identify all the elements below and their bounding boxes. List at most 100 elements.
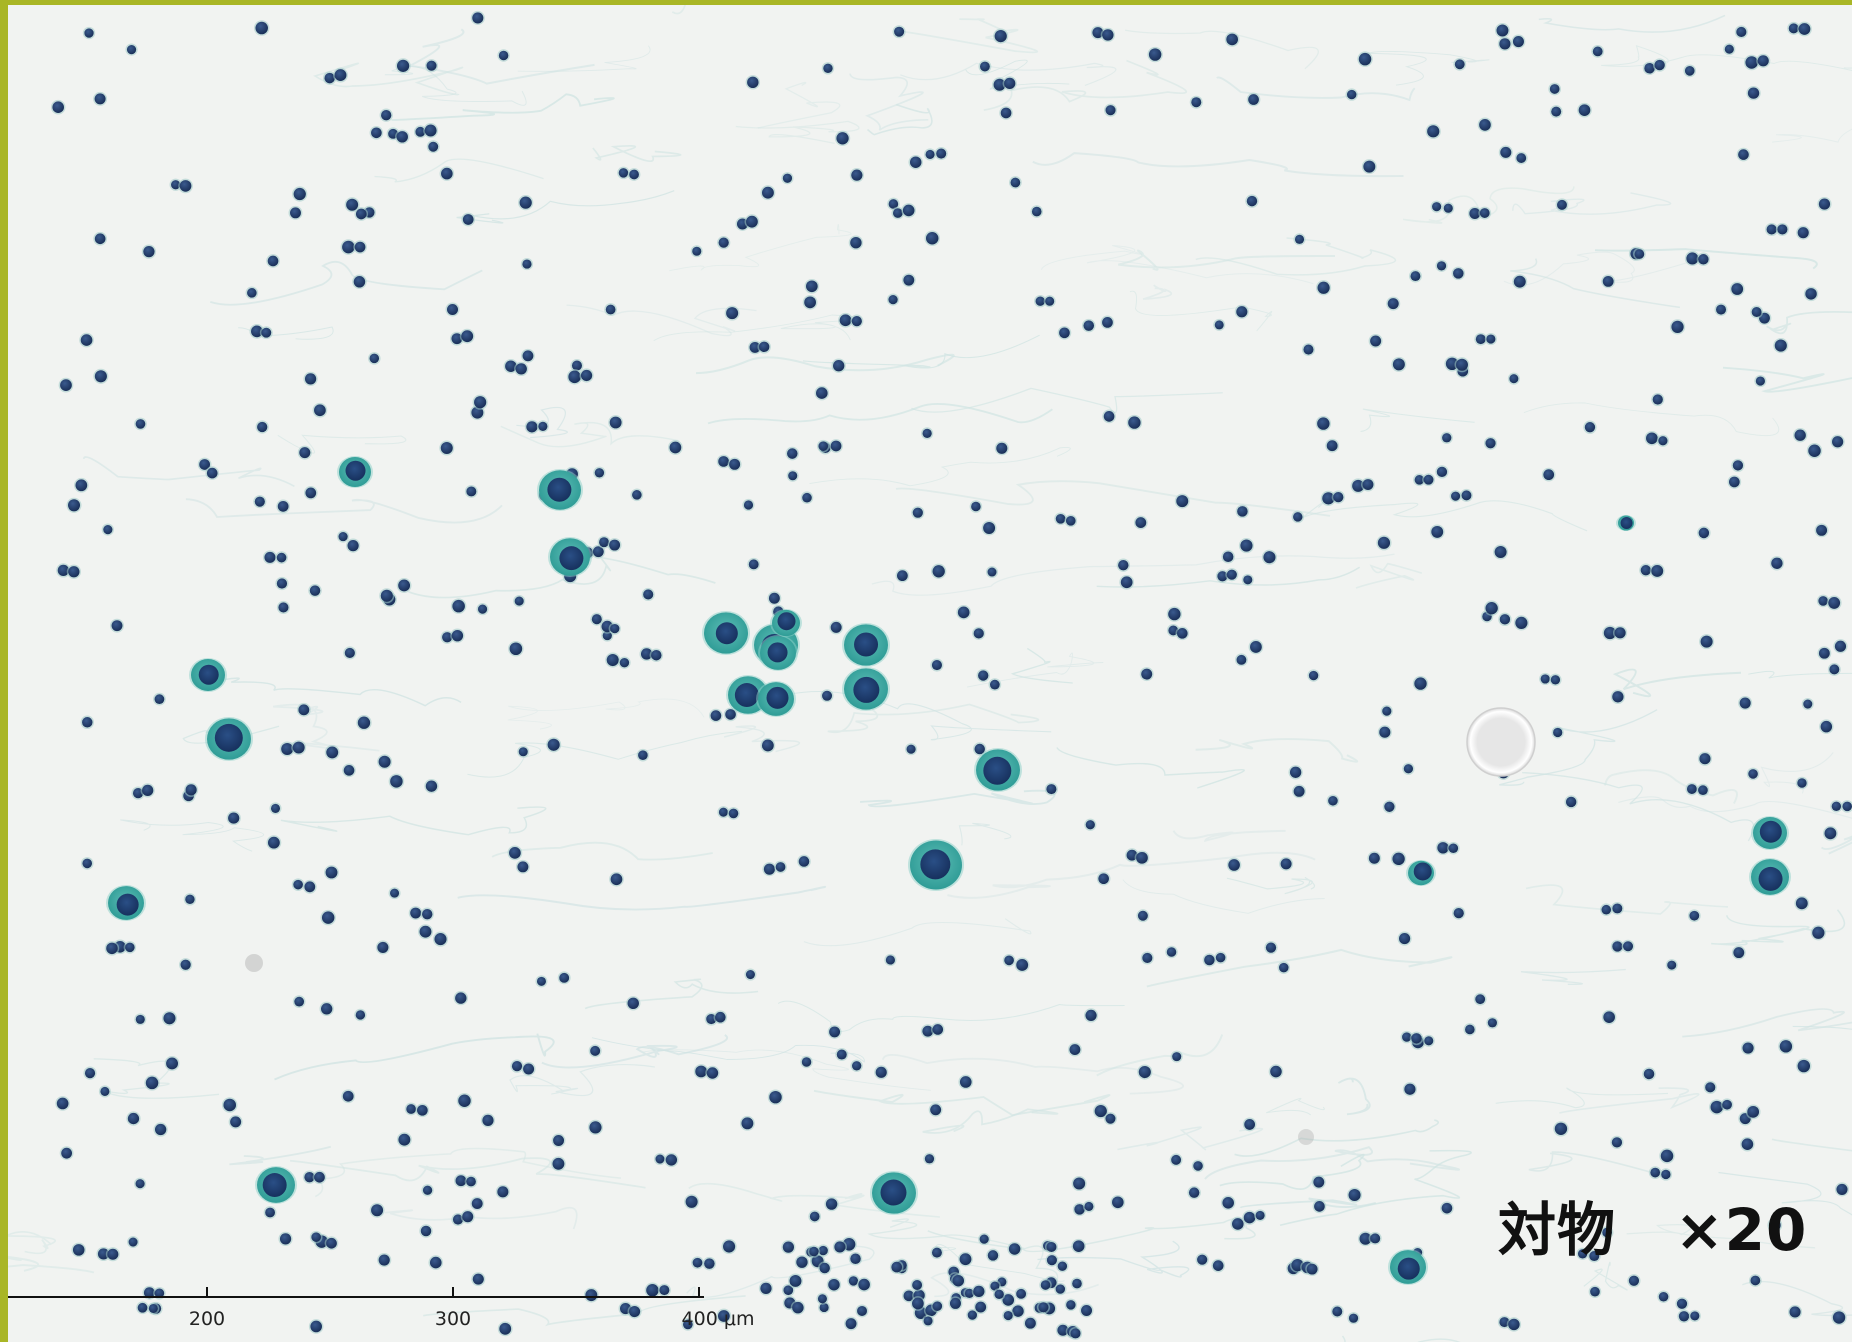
lymphocyte xyxy=(782,1241,795,1253)
lymphocyte xyxy=(1031,206,1042,217)
lymphocyte xyxy=(1120,576,1133,589)
cell-nucleus xyxy=(262,1173,287,1198)
lymphocyte xyxy=(1240,539,1253,552)
lymphocyte xyxy=(519,196,532,209)
mucus-fiber xyxy=(1503,251,1694,286)
mucus-fiber xyxy=(867,1218,1059,1286)
mucus-fiber xyxy=(1096,1034,1224,1077)
lymphocyte xyxy=(1432,202,1442,212)
lymphocyte xyxy=(994,30,1007,43)
lymphocyte xyxy=(1214,320,1224,330)
lymphocyte xyxy=(230,1116,242,1128)
lymphocyte xyxy=(640,648,653,660)
lymphocyte xyxy=(125,942,135,953)
lymphocyte xyxy=(1661,1169,1671,1180)
lymphocyte xyxy=(741,1117,754,1130)
mucus-fiber xyxy=(947,851,1316,899)
lymphocyte xyxy=(952,1274,965,1287)
mucus-fiber xyxy=(1337,1077,1371,1116)
lymphocyte xyxy=(1551,106,1562,117)
lymphocyte xyxy=(419,925,432,938)
lymphocyte xyxy=(482,1114,494,1126)
mucus-fiber xyxy=(584,978,759,1010)
lymphocyte xyxy=(1172,1052,1182,1062)
lymphocyte xyxy=(1065,515,1076,526)
lymphocyte xyxy=(888,294,898,305)
atypical-cell xyxy=(255,1166,297,1204)
lymphocyte xyxy=(1698,527,1710,539)
lymphocyte xyxy=(344,647,355,658)
lymphocyte xyxy=(792,1301,804,1314)
lymphocyte xyxy=(75,479,88,492)
lymphocyte xyxy=(850,1253,861,1265)
lymphocyte xyxy=(1102,317,1113,328)
mucus-fiber xyxy=(1711,909,1846,946)
lymphocyte xyxy=(1705,1082,1716,1093)
lymphocyte xyxy=(371,1204,384,1217)
lymphocyte xyxy=(1392,358,1405,371)
lymphocyte xyxy=(1141,668,1153,680)
mucus-fiber xyxy=(1843,67,1852,69)
atypical-cell xyxy=(548,537,592,577)
lymphocyte xyxy=(930,1104,942,1116)
lymphocyte xyxy=(990,1281,1000,1291)
lymphocyte xyxy=(629,169,639,180)
lymphocyte xyxy=(1651,564,1664,577)
lymphocyte xyxy=(353,276,366,288)
lymphocyte xyxy=(1289,766,1302,778)
atypical-cell xyxy=(1751,816,1789,850)
lymphocyte xyxy=(891,1261,903,1273)
lymphocyte xyxy=(477,604,488,614)
lymphocyte xyxy=(809,1246,819,1257)
lymphocyte xyxy=(1628,1275,1640,1286)
lymphocyte xyxy=(1700,635,1713,648)
mucus-fiber xyxy=(423,1295,746,1327)
lymphocyte xyxy=(729,458,741,470)
lymphocyte xyxy=(1403,764,1414,774)
mucus-fiber xyxy=(1341,1335,1461,1342)
mucus-fiber xyxy=(1040,244,1314,285)
lymphocyte xyxy=(1442,433,1452,443)
lymphocyte xyxy=(80,334,93,346)
cell-field-drawing xyxy=(8,5,1852,1342)
lymphocyte xyxy=(324,72,335,84)
lymphocyte xyxy=(1834,640,1847,652)
lymphocyte xyxy=(154,1288,165,1299)
lymphocyte xyxy=(591,614,602,625)
lymphocyte xyxy=(979,1234,989,1244)
lymphocyte xyxy=(1314,1201,1325,1212)
mucus-fiber xyxy=(408,556,716,599)
lymphocyte xyxy=(57,564,70,577)
lymphocyte xyxy=(1742,1042,1754,1054)
lymphocyte xyxy=(1832,436,1844,448)
cell-nucleus xyxy=(983,756,1012,785)
mucus-fiber xyxy=(1142,284,1172,300)
mucus-fiber xyxy=(1559,1087,1700,1114)
lymphocyte xyxy=(72,1244,85,1256)
mucus-fiber xyxy=(467,730,742,778)
lymphocyte xyxy=(1040,1280,1051,1290)
lymphocyte xyxy=(1777,224,1788,235)
lymphocyte xyxy=(354,241,366,253)
lymphocyte xyxy=(426,60,437,71)
lymphocyte xyxy=(1486,334,1496,344)
lymphocyte xyxy=(103,525,113,535)
lymphocyte xyxy=(1392,852,1405,866)
lymphocyte xyxy=(82,717,93,728)
mucus-fiber xyxy=(541,1034,728,1069)
mucus-fiber xyxy=(8,1255,95,1274)
lymphocyte xyxy=(497,1186,509,1198)
lymphocyte xyxy=(669,441,682,454)
lymphocyte xyxy=(1738,149,1749,160)
lymphocyte xyxy=(264,551,276,563)
lymphocyte xyxy=(279,1233,292,1245)
lymphocyte xyxy=(1384,801,1395,812)
lymphocyte xyxy=(836,1049,847,1060)
lymphocyte xyxy=(1686,784,1697,794)
mucus-fiber xyxy=(1204,1146,1460,1180)
lymphocyte xyxy=(857,1305,868,1316)
atypical-cell xyxy=(1749,858,1791,896)
atypical-cell xyxy=(870,1171,918,1215)
lymphocyte xyxy=(1469,208,1481,220)
mucus-fiber xyxy=(1172,829,1286,842)
